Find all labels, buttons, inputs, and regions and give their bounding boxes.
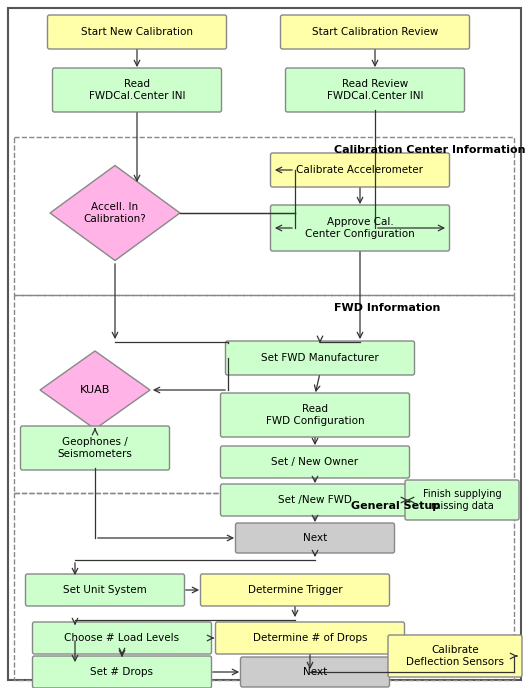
Text: Set FWD Manufacturer: Set FWD Manufacturer (261, 353, 379, 363)
Text: Calibration Center Information: Calibration Center Information (334, 145, 526, 155)
FancyBboxPatch shape (200, 574, 389, 606)
Polygon shape (40, 351, 150, 429)
FancyBboxPatch shape (221, 484, 409, 516)
Text: Start Calibration Review: Start Calibration Review (312, 27, 438, 37)
Bar (14, 493, 514, 680)
FancyBboxPatch shape (270, 205, 450, 251)
Text: Calibrate Accelerometer: Calibrate Accelerometer (296, 165, 424, 175)
FancyBboxPatch shape (225, 341, 415, 375)
FancyBboxPatch shape (32, 656, 212, 688)
Text: Read Review
FWDCal.Center INI: Read Review FWDCal.Center INI (327, 79, 423, 101)
FancyBboxPatch shape (25, 574, 185, 606)
FancyBboxPatch shape (388, 635, 522, 677)
FancyBboxPatch shape (221, 393, 409, 437)
Text: Read
FWDCal.Center INI: Read FWDCal.Center INI (89, 79, 185, 101)
Text: Approve Cal.
Center Configuration: Approve Cal. Center Configuration (305, 217, 415, 239)
FancyBboxPatch shape (235, 523, 395, 553)
Text: Determine Trigger: Determine Trigger (248, 585, 342, 595)
Text: Determine # of Drops: Determine # of Drops (253, 633, 367, 643)
Text: Set / New Owner: Set / New Owner (271, 457, 359, 467)
Text: Accell. In
Calibration?: Accell. In Calibration? (84, 202, 147, 224)
Text: Calibrate
Deflection Sensors: Calibrate Deflection Sensors (406, 645, 504, 667)
Text: Set Unit System: Set Unit System (63, 585, 147, 595)
Text: FWD Information: FWD Information (334, 303, 440, 313)
Text: Set # Drops: Set # Drops (90, 667, 153, 677)
Text: Set /New FWD: Set /New FWD (278, 495, 352, 505)
Text: Start New Calibration: Start New Calibration (81, 27, 193, 37)
FancyBboxPatch shape (270, 153, 450, 187)
Text: Next: Next (303, 667, 327, 677)
FancyBboxPatch shape (221, 446, 409, 478)
Bar (14, 295, 514, 493)
Text: Choose # Load Levels: Choose # Load Levels (65, 633, 179, 643)
Text: General Setup: General Setup (351, 501, 440, 511)
Text: KUAB: KUAB (80, 385, 110, 395)
FancyBboxPatch shape (241, 657, 389, 687)
FancyBboxPatch shape (21, 426, 169, 470)
FancyBboxPatch shape (405, 480, 519, 520)
FancyBboxPatch shape (280, 15, 470, 49)
Polygon shape (50, 166, 180, 261)
Text: Read
FWD Configuration: Read FWD Configuration (266, 404, 364, 426)
Text: Finish supplying
missing data: Finish supplying missing data (423, 489, 501, 510)
Text: Geophones /
Seismometers: Geophones / Seismometers (58, 437, 132, 459)
FancyBboxPatch shape (286, 68, 464, 112)
FancyBboxPatch shape (215, 622, 405, 654)
FancyBboxPatch shape (48, 15, 226, 49)
Text: Next: Next (303, 533, 327, 543)
FancyBboxPatch shape (32, 622, 212, 654)
FancyBboxPatch shape (52, 68, 222, 112)
Bar (14, 137, 514, 295)
